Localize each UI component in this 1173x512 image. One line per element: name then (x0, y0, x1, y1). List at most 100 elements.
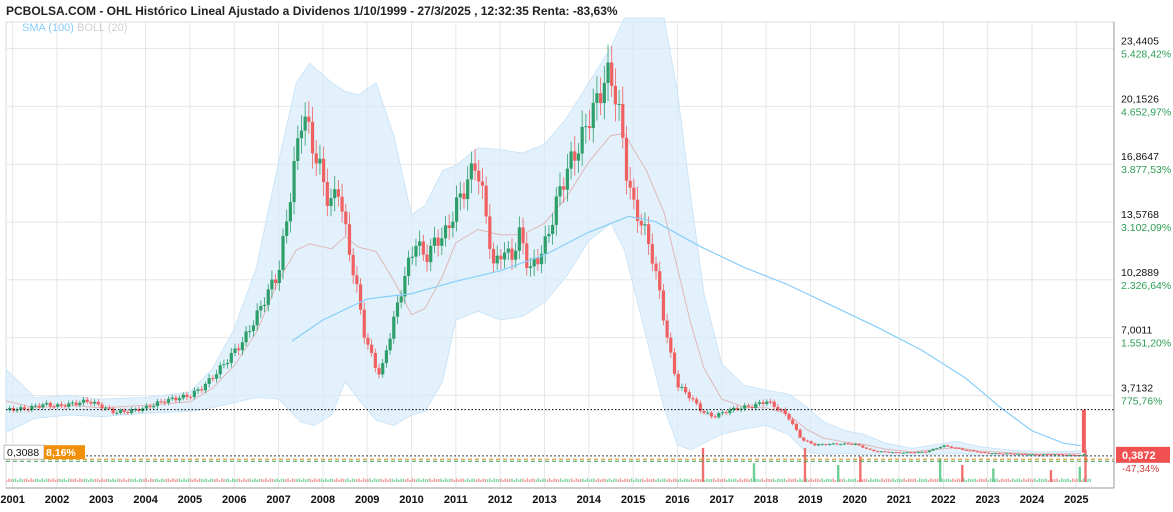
volume-bar (613, 478, 615, 482)
candle-body (30, 405, 34, 410)
candle-body (809, 441, 813, 444)
volume-bar (967, 478, 970, 482)
volume-bar (786, 480, 788, 482)
volume-bar (482, 478, 484, 482)
candle-body (720, 412, 725, 414)
volume-bar (296, 478, 298, 482)
volume-bar (619, 478, 622, 482)
candle-body (997, 453, 1002, 455)
candle-body (872, 449, 876, 452)
volume-bar (30, 478, 32, 482)
legend-boll[interactable]: BOLL (20) (77, 22, 128, 34)
volume-bar (305, 479, 307, 482)
legend-sma[interactable]: SMA (100) (22, 22, 74, 34)
candle-body (1034, 454, 1039, 456)
candle-body (333, 189, 337, 199)
volume-bar (941, 478, 943, 482)
volume-bar (850, 479, 852, 482)
candle-body (761, 402, 765, 404)
bollinger-band (5, 17, 1082, 457)
volume-bar (378, 478, 380, 482)
candle-body (477, 170, 481, 182)
volume-bar (1007, 478, 1010, 482)
candle-body (344, 211, 348, 225)
volume-bar (1065, 478, 1067, 482)
volume-bar (236, 478, 238, 482)
candle-body (15, 409, 19, 411)
candle-body (595, 93, 599, 103)
volume-bar (845, 480, 848, 482)
candle-body (975, 451, 979, 453)
candle-body (990, 453, 994, 455)
volume-bar (136, 480, 139, 482)
volume-bar (349, 480, 351, 482)
volume-bar (132, 479, 134, 482)
candle-body (828, 444, 832, 446)
volume-bar (333, 479, 336, 482)
candle-body (403, 276, 407, 297)
volume-bar (469, 479, 471, 482)
volume-bar (535, 479, 538, 482)
volume-bar (719, 479, 721, 482)
volume-bar (821, 478, 823, 482)
volume-bar (216, 478, 218, 482)
candle-body (67, 403, 71, 407)
x-tick-label: 2003 (89, 494, 113, 506)
volume-bar (19, 478, 21, 482)
volume-bar (298, 478, 300, 482)
candle-body (63, 405, 67, 407)
reference-lines (6, 409, 1114, 462)
volume-bar (1080, 479, 1083, 482)
candle-body (22, 407, 27, 410)
volume-bar (1012, 478, 1014, 482)
volume-bar (360, 480, 362, 482)
y-tick-percent: 2.326,64% (1121, 280, 1171, 292)
volume-bar (892, 478, 894, 482)
candle-body (469, 163, 473, 180)
price-candles (8, 44, 1087, 457)
volume-bar (617, 479, 620, 482)
candle-body (532, 258, 536, 267)
candle-body (972, 450, 976, 452)
volume-bar (622, 480, 624, 482)
candle-body (569, 151, 573, 169)
candle-body (392, 316, 396, 339)
candle-body (262, 304, 267, 307)
candle-body (525, 243, 529, 269)
volume-bar (668, 478, 670, 482)
volume-bar (340, 478, 343, 482)
volume-bar (63, 478, 66, 482)
x-tick-label: 2001 (0, 494, 24, 506)
volume-bar (34, 478, 37, 482)
candle-body (624, 137, 629, 181)
candle-body (85, 399, 89, 402)
volume-bar (591, 478, 593, 482)
volume-bar (996, 478, 998, 482)
candle-body (1053, 454, 1057, 456)
candle-body (610, 62, 614, 86)
volume-bar (325, 478, 327, 482)
candle-body (857, 443, 861, 446)
candle-body (347, 224, 352, 255)
volume-bar (684, 478, 686, 482)
volume-bar (258, 478, 261, 482)
volume-bar (989, 478, 992, 482)
candle-body (901, 452, 906, 454)
volume-bar (808, 479, 810, 482)
volume-bar (294, 479, 296, 482)
volume-bar (732, 478, 735, 482)
volume-bar (923, 478, 925, 482)
volume-bar (965, 479, 967, 482)
volume-bar (930, 478, 932, 482)
volume-bar (666, 479, 668, 482)
volume-bar (256, 479, 258, 482)
candle-body (410, 256, 414, 258)
candle-body (418, 241, 422, 246)
volume-bar (435, 479, 438, 482)
volume-bar (495, 479, 498, 482)
y-tick-price: 13,5768 (1121, 209, 1159, 221)
volume-bar (502, 480, 504, 482)
volume-bar (141, 478, 143, 482)
candle-body (93, 401, 97, 404)
